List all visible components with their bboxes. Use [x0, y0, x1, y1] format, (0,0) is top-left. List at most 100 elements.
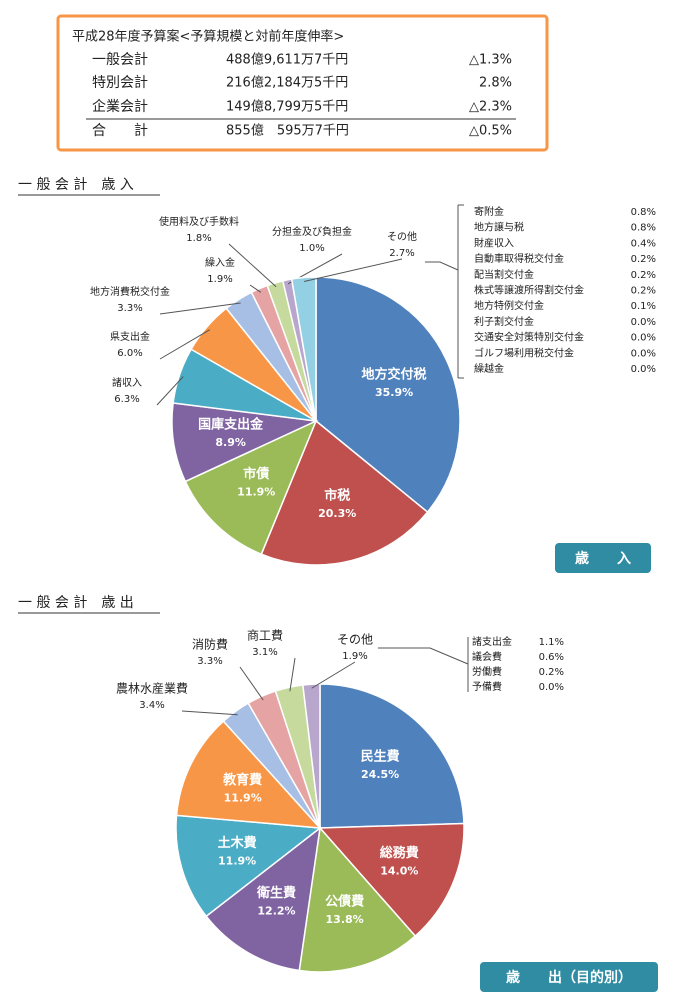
leader-line [304, 258, 403, 282]
breakdown-value: 0.0% [631, 364, 656, 375]
breakdown-value: 0.1% [631, 301, 656, 312]
breakdown-name: 繰越金 [474, 362, 504, 375]
slice-label: 分担金及び負担金 [272, 225, 352, 238]
pie-slice [319, 683, 465, 829]
breakdown-value: 0.2% [631, 270, 656, 281]
slice-label: 総務費 [380, 845, 419, 861]
leader-line [159, 329, 211, 360]
pie-slice [184, 419, 318, 556]
pie-slice [298, 826, 417, 973]
breakdown-name: 配当割交付金 [474, 268, 534, 281]
slice-value: 6.0% [117, 348, 142, 359]
slice-label: 県支出金 [110, 330, 150, 343]
row-rate: △2.3% [469, 100, 512, 115]
slice-label: 土木費 [218, 835, 257, 851]
row-label: 合 計 [92, 123, 148, 139]
row-amount: 216億2,184万5千円 [226, 75, 348, 91]
slice-label: 地方交付税 [362, 366, 427, 382]
slice-label: 市債 [243, 466, 269, 482]
slice-value: 3.3% [197, 656, 222, 667]
leader-line [311, 661, 356, 689]
pie-slice [171, 402, 319, 483]
breakdown-value: 0.8% [631, 223, 656, 234]
pie-slice [318, 822, 465, 938]
breakdown-name: ゴルフ場利用税交付金 [474, 346, 574, 359]
slice-label: その他 [337, 633, 373, 647]
breakdown-name: 諸支出金 [472, 635, 512, 648]
section-title: 一 般 会 計 歳 出 [18, 595, 134, 611]
slice-label: 消防費 [192, 637, 228, 652]
slice-value: 20.3% [318, 507, 356, 520]
pie-slice [260, 419, 429, 566]
breakdown-name: 地方譲与税 [474, 221, 524, 234]
badge-label: 歳 出（目的別） [506, 969, 632, 986]
slice-value: 1.9% [207, 274, 232, 285]
slice-label: 地方消費税交付金 [90, 285, 170, 298]
breakdown-value: 0.0% [631, 317, 656, 328]
breakdown-value: 1.1% [539, 637, 564, 648]
leader-line [181, 710, 238, 716]
breakdown-value: 0.0% [631, 348, 656, 359]
row-label: 企業会計 [92, 98, 148, 115]
row-label: 一般会計 [92, 52, 148, 68]
leader-line [289, 657, 296, 692]
slice-value: 35.9% [375, 386, 413, 399]
slice-label: 民生費 [361, 748, 400, 764]
slice-label: 諸収入 [112, 376, 142, 389]
summary-box [56, 14, 549, 152]
row-label: 特別会計 [92, 75, 148, 91]
row-rate: △1.3% [469, 53, 512, 68]
breakdown-value: 0.2% [539, 667, 564, 678]
section-title: 一 般 会 計 歳 入 [18, 177, 134, 193]
pie-slice [302, 683, 321, 829]
breakdown-name: 自動車取得税交付金 [474, 252, 564, 265]
slice-label: 使用料及び手数料 [159, 215, 239, 228]
pie-slice [175, 720, 322, 829]
row-rate: △0.5% [469, 124, 512, 139]
bracket-leader [425, 261, 459, 271]
breakdown-name: 財産収入 [474, 236, 514, 249]
slice-value: 3.4% [139, 700, 164, 711]
leader-line [249, 284, 262, 293]
slice-value: 2.7% [389, 248, 414, 259]
row-amount: 855億 595万7千円 [226, 123, 349, 139]
pie-slice [205, 826, 322, 972]
breakdown-value: 0.2% [631, 286, 656, 297]
breakdown-name: 利子割交付金 [474, 315, 534, 328]
badge [480, 962, 658, 992]
row-rate: 2.8% [479, 76, 512, 91]
slice-label: 公債費 [325, 893, 364, 909]
leader-line [228, 243, 277, 288]
slice-value: 24.5% [361, 768, 399, 781]
slice-label: 衛生費 [256, 885, 296, 901]
breakdown-value: 0.2% [631, 254, 656, 265]
slice-label: 教育費 [222, 772, 262, 788]
slice-value: 1.9% [342, 651, 367, 662]
breakdown-name: 議会費 [472, 650, 502, 663]
slice-value: 1.0% [299, 243, 324, 254]
badge [555, 543, 651, 573]
slice-label: 国庫支出金 [198, 417, 264, 433]
breakdown-value: 0.0% [631, 333, 656, 344]
breakdown-value: 0.4% [631, 238, 656, 249]
slice-value: 11.9% [224, 792, 262, 805]
slice-value: 14.0% [380, 864, 418, 877]
slice-value: 13.8% [326, 913, 364, 926]
slice-label: 農林水産業費 [116, 681, 188, 696]
pie-slice [290, 276, 317, 422]
breakdown-name: 地方特例交付金 [474, 299, 544, 312]
pie-slice [315, 276, 461, 514]
slice-label: 商工費 [247, 628, 283, 643]
breakdown-value: 0.0% [539, 682, 564, 693]
breakdown-name: 予備費 [472, 680, 502, 693]
breakdown-value: 0.6% [539, 652, 564, 663]
slice-value: 3.1% [252, 647, 277, 658]
slice-label: 繰入金 [205, 256, 235, 269]
breakdown-name: 寄附金 [474, 205, 504, 218]
breakdown-name: 株式等譲渡所得割交付金 [474, 284, 584, 297]
slice-value: 8.9% [215, 436, 246, 449]
row-amount: 488億9,611万7千円 [226, 52, 348, 68]
breakdown-name: 労働費 [472, 665, 502, 678]
slice-value: 6.3% [114, 394, 139, 405]
